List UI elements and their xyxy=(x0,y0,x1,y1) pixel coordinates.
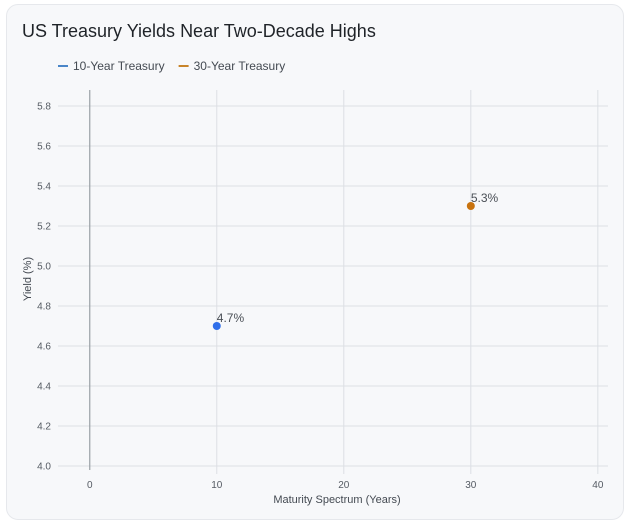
legend: 10-Year Treasury 30-Year Treasury xyxy=(58,59,285,73)
legend-label: 30-Year Treasury xyxy=(194,59,286,73)
x-tick-label: 30 xyxy=(465,480,477,491)
y-axis-title: Yield (%) xyxy=(22,257,34,301)
grid-lines-y xyxy=(58,105,608,467)
x-tick-label: 40 xyxy=(592,480,604,491)
x-tick-labels: 0 10 20 30 40 xyxy=(87,480,604,491)
y-tick-label: 5.2 xyxy=(37,222,51,233)
y-tick-labels: 4.0 4.2 4.4 4.6 4.8 5.0 5.2 5.4 5.6 5.8 xyxy=(37,102,51,473)
chart-title: US Treasury Yields Near Two-Decade Highs xyxy=(22,21,376,41)
data-points: 4.7% 5.3% xyxy=(212,191,499,330)
y-tick-label: 4.4 xyxy=(37,382,51,393)
data-label: 4.7% xyxy=(217,311,245,325)
grid-lines-x xyxy=(216,90,599,474)
legend-label: 10-Year Treasury xyxy=(73,59,165,73)
x-axis-title: Maturity Spectrum (Years) xyxy=(273,494,400,506)
y-tick-label: 5.4 xyxy=(37,182,51,193)
chart-card: US Treasury Yields Near Two-Decade Highs xyxy=(6,4,624,520)
x-tick-label: 20 xyxy=(338,480,350,491)
y-tick-label: 4.2 xyxy=(37,422,51,433)
x-tick-label: 10 xyxy=(211,480,223,491)
y-tick-label: 5.6 xyxy=(37,142,51,153)
data-label: 5.3% xyxy=(471,191,499,205)
x-tick-label: 0 xyxy=(87,480,93,491)
data-point xyxy=(212,322,221,330)
y-tick-label: 5.8 xyxy=(37,102,51,113)
y-tick-label: 4.6 xyxy=(37,342,51,353)
y-tick-label: 4.8 xyxy=(37,302,51,313)
data-point xyxy=(466,202,475,210)
y-tick-label: 5.0 xyxy=(37,262,51,273)
y-tick-label: 4.0 xyxy=(37,462,51,473)
